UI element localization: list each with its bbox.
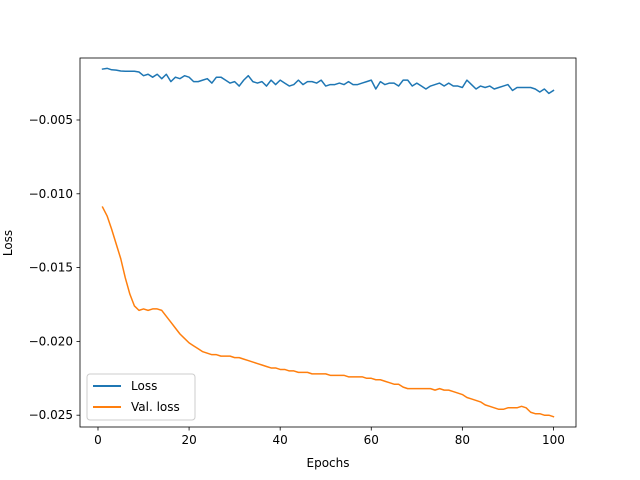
x-tick-label: 0 — [94, 433, 102, 447]
y-axis-title: Loss — [1, 230, 15, 256]
y-tick-label: −0.020 — [29, 334, 73, 348]
axes-ticks: 0 20 40 60 80 100 −0.005 −0.010 −0.015 −0.020 −0.0… — [29, 113, 565, 447]
series-line-val-loss — [101, 206, 555, 418]
x-tick-label: 20 — [181, 433, 196, 447]
legend-label-val-loss: Val. loss — [131, 400, 180, 414]
x-axis-title: Epochs — [307, 456, 350, 470]
legend-label-loss: Loss — [131, 379, 157, 393]
x-tick-label: 100 — [542, 433, 565, 447]
y-tick-label: −0.025 — [29, 408, 73, 422]
axes-frame — [79, 57, 577, 428]
series-line-loss — [101, 67, 555, 95]
x-tick-label: 40 — [273, 433, 288, 447]
y-tick-label: −0.010 — [29, 187, 73, 201]
x-tick-label: 60 — [364, 433, 379, 447]
x-tick-label: 80 — [455, 433, 470, 447]
legend: Loss Val. loss — [86, 373, 196, 421]
y-tick-label: −0.005 — [29, 113, 73, 127]
y-tick-label: −0.015 — [29, 261, 73, 275]
plot-area — [101, 67, 555, 418]
